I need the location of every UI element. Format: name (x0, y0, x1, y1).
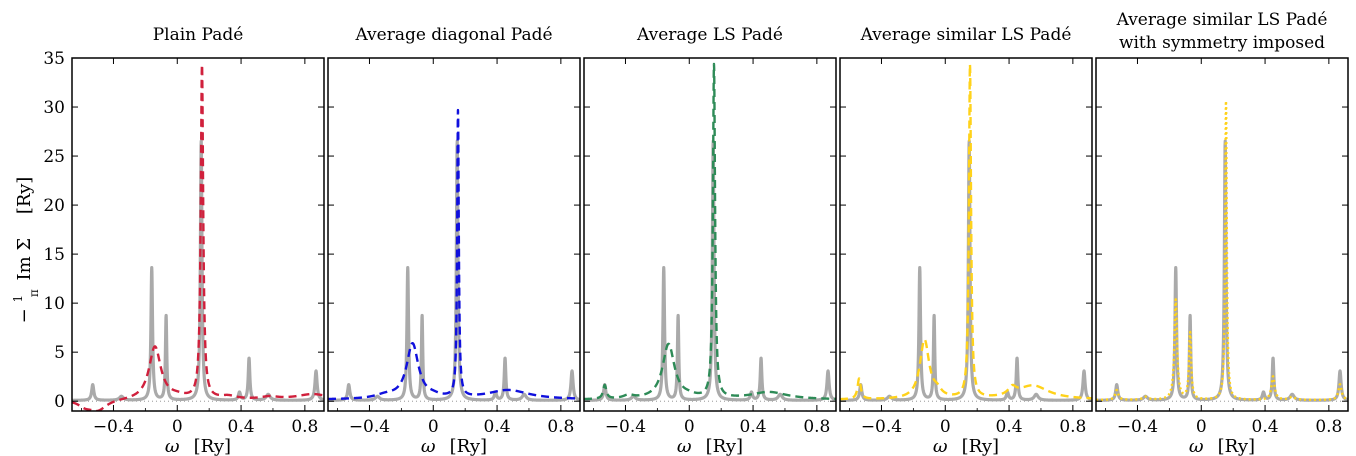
panel-title: Average LS Padé (636, 25, 783, 45)
x-tick-label: 0.8 (1315, 417, 1342, 437)
series-reference (1096, 139, 1348, 402)
y-tick-label: 15 (43, 245, 65, 265)
y-axis-label: − 1 π Im Σ [Ry] (6, 177, 43, 324)
x-axis-label: ω [Ry] (1189, 436, 1255, 456)
x-axis-label: ω [Ry] (165, 436, 231, 456)
series-reference (840, 139, 1092, 402)
plot-frame (71, 57, 325, 412)
panel-4: −0.4 0 0.4 0.8 Average similar LS Padé ω [Ry] (839, 25, 1093, 456)
plot-frame (583, 57, 837, 412)
y-axis-label-main: Im Σ (14, 238, 35, 281)
x-tick-label: 0.4 (996, 417, 1023, 437)
panel-title-line2: with symmetry imposed (1119, 33, 1325, 53)
panel-3: −0.4 0 0.4 0.8 Average LS Padé ω [Ry] (583, 25, 837, 456)
x-tick-label: 0.8 (291, 417, 318, 437)
panel-1: −0.4 0 0.4 0.8 0 5 10 15 20 25 30 35 Plain Padé ω [Ry] (43, 25, 325, 456)
panel-title: Average similar LS Padé (1116, 10, 1328, 30)
panel-2: −0.4 0 0.4 0.8 Average diagonal Padé ω [Ry] (327, 25, 581, 456)
x-tick-label: −0.4 (605, 417, 646, 437)
y-tick-label: 10 (43, 294, 65, 314)
y-tick-label: 20 (43, 196, 65, 216)
x-tick-label: 0.8 (1059, 417, 1086, 437)
plot-frame (839, 57, 1093, 412)
series-reference (328, 139, 580, 402)
x-tick-label: 0.8 (547, 417, 574, 437)
x-tick-label: 0.4 (740, 417, 767, 437)
y-tick-label: 0 (54, 392, 65, 412)
series-reference (72, 139, 324, 402)
plot-frame (1095, 57, 1349, 412)
y-tick-label: 30 (43, 98, 65, 118)
panel-title: Plain Padé (153, 25, 244, 45)
x-tick-label: 0 (940, 417, 951, 437)
series-approximation (840, 63, 1092, 401)
x-tick-label: 0.4 (1252, 417, 1279, 437)
x-tick-label: 0 (1196, 417, 1207, 437)
series-reference (584, 139, 836, 402)
series-approximation (328, 108, 580, 401)
x-tick-label: −0.4 (93, 417, 134, 437)
panels: −0.4 0 0.4 0.8 0 5 10 15 20 25 30 35 Plain Padé ω [Ry]… (43, 10, 1349, 456)
x-tick-label: −0.4 (1117, 417, 1158, 437)
plot-frame (327, 57, 581, 412)
panel-5: −0.4 0 0.4 0.8 Average similar LS Padé with s… (1095, 10, 1349, 456)
y-tick-label: 5 (54, 343, 65, 363)
x-tick-label: 0.4 (228, 417, 255, 437)
series-approximation (72, 63, 324, 411)
series-approximation (1096, 99, 1348, 402)
panel-title: Average diagonal Padé (354, 25, 552, 45)
x-tick-label: 0 (172, 417, 183, 437)
y-axis-label-prefix: − (14, 308, 35, 323)
x-tick-label: 0 (684, 417, 695, 437)
svg-text:− 1 π Im Σ: − 1 π Im Σ [Ry] (6, 177, 43, 324)
y-tick-label: 25 (43, 147, 65, 167)
panel-title: Average similar LS Padé (860, 25, 1072, 45)
x-tick-label: 0.4 (484, 417, 511, 437)
x-tick-label: 0.8 (803, 417, 830, 437)
y-tick-label: 35 (43, 49, 65, 69)
y-axis-label-unit: [Ry] (14, 177, 35, 214)
series-approximation (584, 62, 836, 401)
x-axis-label: ω [Ry] (677, 436, 743, 456)
x-tick-label: −0.4 (861, 417, 902, 437)
y-axis-label-frac-num: 1 (11, 295, 25, 303)
x-tick-label: 0 (428, 417, 439, 437)
x-axis-label: ω [Ry] (421, 436, 487, 456)
y-axis-label-frac-den: π (27, 289, 41, 297)
x-axis-label: ω [Ry] (933, 436, 999, 456)
x-tick-label: −0.4 (349, 417, 390, 437)
